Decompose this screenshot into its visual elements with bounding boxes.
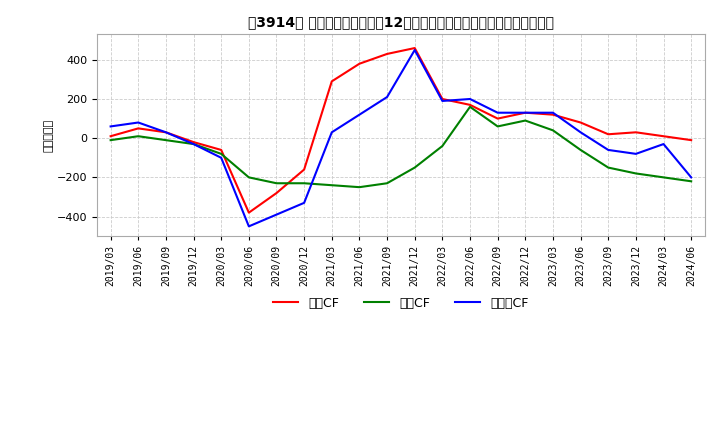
投資CF [355, 184, 364, 190]
投資CF [300, 180, 308, 186]
フリーCF [300, 200, 308, 205]
フリーCF [660, 141, 668, 147]
投資CF [161, 138, 170, 143]
営業CF [300, 167, 308, 172]
投資CF [493, 124, 502, 129]
フリーCF [604, 147, 613, 153]
フリーCF [134, 120, 143, 125]
投資CF [604, 165, 613, 170]
フリーCF [493, 110, 502, 115]
営業CF [189, 139, 198, 145]
営業CF [604, 132, 613, 137]
投資CF [438, 143, 446, 149]
投資CF [328, 183, 336, 188]
営業CF [687, 138, 696, 143]
フリーCF [107, 124, 115, 129]
フリーCF [272, 212, 281, 217]
営業CF [383, 51, 392, 57]
フリーCF [217, 155, 225, 161]
フリーCF [161, 130, 170, 135]
営業CF [355, 61, 364, 66]
営業CF [328, 79, 336, 84]
営業CF [521, 110, 530, 115]
営業CF [660, 134, 668, 139]
営業CF [438, 96, 446, 102]
Line: フリーCF: フリーCF [111, 50, 691, 226]
投資CF [189, 141, 198, 147]
フリーCF [631, 151, 640, 157]
投資CF [107, 138, 115, 143]
営業CF [410, 45, 419, 51]
フリーCF [245, 224, 253, 229]
Y-axis label: （百万円）: （百万円） [44, 119, 54, 152]
投資CF [410, 165, 419, 170]
フリーCF [576, 130, 585, 135]
フリーCF [410, 48, 419, 53]
投資CF [466, 104, 474, 110]
フリーCF [438, 98, 446, 103]
投資CF [245, 175, 253, 180]
営業CF [631, 130, 640, 135]
営業CF [107, 134, 115, 139]
営業CF [576, 120, 585, 125]
Line: 営業CF: 営業CF [111, 48, 691, 213]
投資CF [687, 179, 696, 184]
Line: 投資CF: 投資CF [111, 107, 691, 187]
フリーCF [189, 141, 198, 147]
投資CF [549, 128, 557, 133]
投資CF [576, 147, 585, 153]
投資CF [660, 175, 668, 180]
Legend: 営業CF, 投資CF, フリーCF: 営業CF, 投資CF, フリーCF [269, 292, 534, 315]
フリーCF [466, 96, 474, 102]
営業CF [549, 112, 557, 117]
フリーCF [521, 110, 530, 115]
投資CF [134, 134, 143, 139]
営業CF [466, 102, 474, 107]
フリーCF [383, 95, 392, 100]
投資CF [383, 180, 392, 186]
フリーCF [549, 110, 557, 115]
Title: ［3914］ キャッシュフローの12か月移動合計の対前年同期増減額の推移: ［3914］ キャッシュフローの12か月移動合計の対前年同期増減額の推移 [248, 15, 554, 29]
営業CF [217, 147, 225, 153]
営業CF [161, 130, 170, 135]
営業CF [493, 116, 502, 121]
営業CF [134, 126, 143, 131]
投資CF [521, 118, 530, 123]
営業CF [245, 210, 253, 215]
営業CF [272, 191, 281, 196]
フリーCF [687, 175, 696, 180]
投資CF [272, 180, 281, 186]
投資CF [217, 151, 225, 157]
投資CF [631, 171, 640, 176]
フリーCF [328, 130, 336, 135]
フリーCF [355, 112, 364, 117]
